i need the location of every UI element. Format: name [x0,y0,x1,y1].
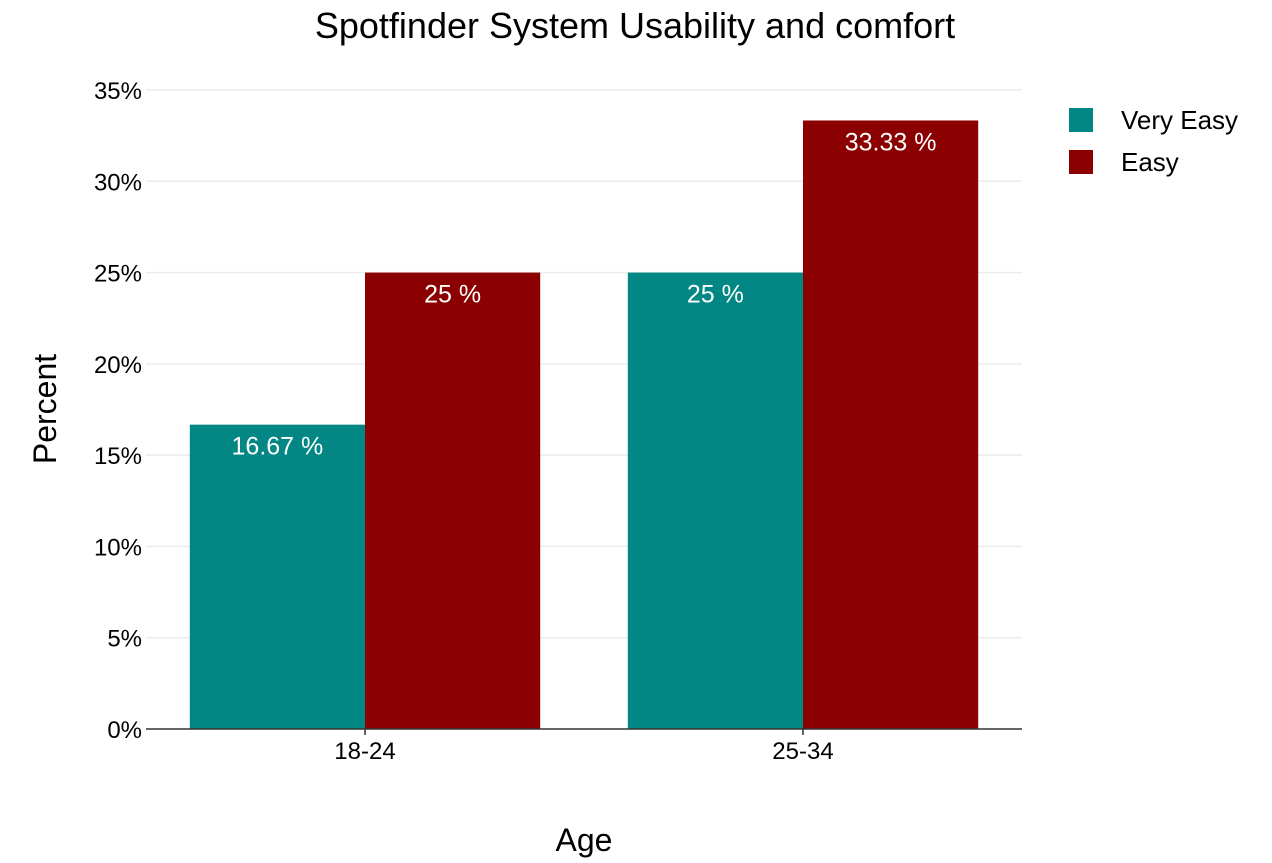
bar-value-label: 16.67 % [232,433,324,461]
y-axis-title: Percent [27,354,63,464]
bar [627,272,803,729]
bar-value-label: 33.33 % [845,128,937,156]
legend-swatch [1069,150,1093,174]
legend-label: Very Easy [1121,105,1238,135]
y-tick-label: 15% [94,443,142,470]
y-tick-label: 35% [94,78,142,105]
legend: Very Easy Easy [1069,105,1238,177]
bar-value-label: 25 % [687,281,744,309]
bar [189,424,365,729]
y-tick-label: 5% [107,626,142,653]
legend-label: Easy [1121,147,1179,177]
chart-title: Spotfinder System Usability and comfort [315,5,955,46]
axes: 0% 5% 10% 15% 20% 25% 30% 35% 18-24 25-34 [94,78,1022,765]
x-axis-title: Age [556,822,613,858]
y-tick-label: 30% [94,169,142,196]
x-tick-label: 25-34 [772,738,833,765]
y-tick-label: 0% [107,717,142,744]
bars [189,120,979,729]
y-tick-label: 20% [94,352,142,379]
bar [365,272,541,729]
bar [803,120,979,729]
x-tick-label: 18-24 [334,738,395,765]
bar-value-label: 25 % [424,281,481,309]
legend-swatch [1069,108,1093,132]
data-labels: 16.67 % 25 % 25 % 33.33 % [232,128,937,460]
y-tick-label: 25% [94,261,142,288]
y-tick-label: 10% [94,534,142,561]
